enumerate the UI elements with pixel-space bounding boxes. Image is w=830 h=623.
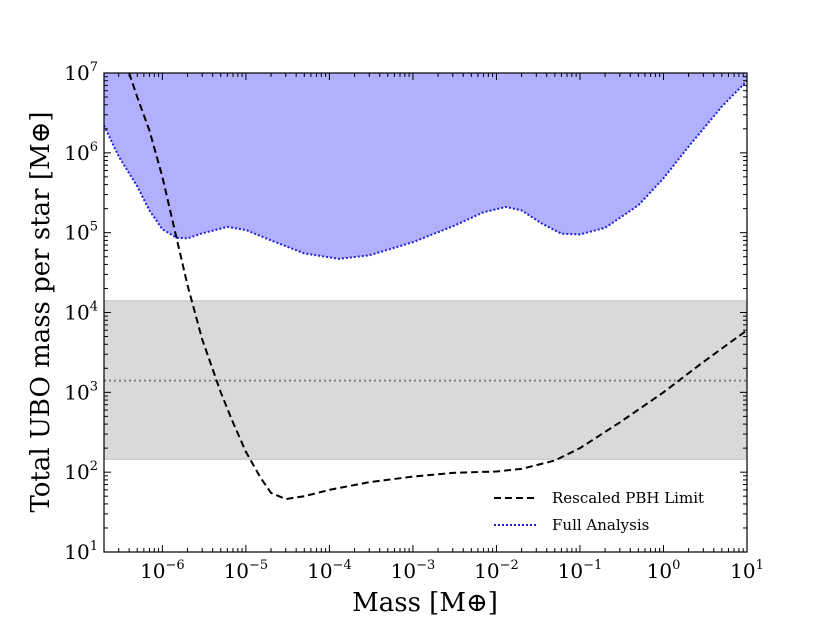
full-analysis-excluded-region xyxy=(104,73,747,259)
y-tick-base: 10 xyxy=(64,61,89,85)
y-axis-title: Total UBO mass per star [M⊕] xyxy=(26,111,56,512)
x-tick-base: 10 xyxy=(391,559,416,583)
legend: Rescaled PBH Limit Full Analysis xyxy=(494,489,704,534)
y-tick-label: 106 xyxy=(64,140,98,165)
axis-tick-labels: 10−6 10−5 10−4 10−3 10−2 10−1 100 1011011021031… xyxy=(64,60,764,583)
y-tick-label: 105 xyxy=(64,220,98,245)
x-tick-label: 10−2 xyxy=(474,558,519,583)
x-tick-base: 10 xyxy=(647,559,672,583)
x-tick-exponent: 1 xyxy=(756,558,764,573)
legend-label-full-analysis: Full Analysis xyxy=(552,516,649,534)
y-tick-label: 103 xyxy=(64,379,98,404)
y-tick-label: 101 xyxy=(64,539,98,564)
y-tick-base: 10 xyxy=(64,141,89,165)
y-tick-base: 10 xyxy=(64,221,89,245)
y-tick-exponent: 1 xyxy=(90,539,98,554)
x-tick-label: 10−1 xyxy=(558,558,603,583)
x-tick-label: 10−5 xyxy=(224,558,269,583)
x-tick-base: 10 xyxy=(558,559,583,583)
y-tick-label: 104 xyxy=(64,300,98,325)
y-tick-base: 10 xyxy=(64,540,89,564)
axis-ticks xyxy=(103,72,748,553)
y-tick-label: 102 xyxy=(64,459,98,484)
x-tick-exponent: −2 xyxy=(500,558,519,573)
x-tick-base: 10 xyxy=(307,559,332,583)
y-tick-base: 10 xyxy=(64,460,89,484)
x-tick-label: 10−3 xyxy=(391,558,436,583)
rescaled-pbh-limit-curve xyxy=(128,73,747,501)
x-axis-title: Mass [M⊕] xyxy=(352,588,498,618)
x-tick-exponent: −6 xyxy=(166,558,185,573)
x-tick-exponent: −1 xyxy=(583,558,602,573)
y-tick-exponent: 3 xyxy=(90,379,98,394)
x-tick-base: 10 xyxy=(474,559,499,583)
x-tick-label: 100 xyxy=(647,558,681,583)
legend-label-pbh: Rescaled PBH Limit xyxy=(552,489,704,507)
y-tick-exponent: 2 xyxy=(90,459,98,474)
y-tick-label: 107 xyxy=(64,60,98,85)
y-tick-base: 10 xyxy=(64,301,89,325)
x-tick-exponent: −3 xyxy=(416,558,435,573)
x-tick-exponent: 0 xyxy=(672,558,680,573)
x-tick-base: 10 xyxy=(140,559,165,583)
x-tick-exponent: −4 xyxy=(333,558,352,573)
x-tick-exponent: −5 xyxy=(249,558,268,573)
plot-area xyxy=(104,73,747,501)
x-tick-label: 101 xyxy=(730,558,764,583)
y-tick-exponent: 7 xyxy=(90,60,98,75)
x-tick-base: 10 xyxy=(224,559,249,583)
y-tick-exponent: 5 xyxy=(90,220,98,235)
x-tick-label: 10−4 xyxy=(307,558,352,583)
y-tick-exponent: 4 xyxy=(90,300,98,315)
y-tick-exponent: 6 xyxy=(90,140,98,155)
x-tick-base: 10 xyxy=(730,559,755,583)
x-tick-label: 10−6 xyxy=(140,558,185,583)
y-tick-base: 10 xyxy=(64,380,89,404)
